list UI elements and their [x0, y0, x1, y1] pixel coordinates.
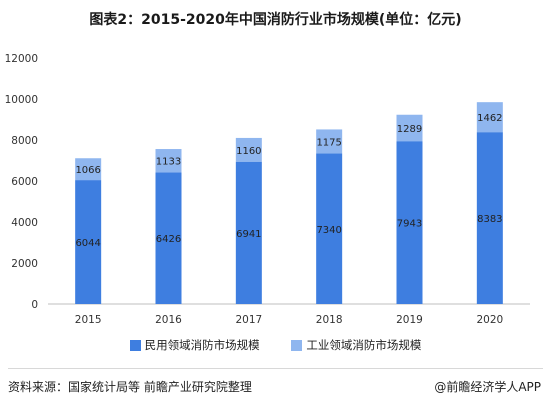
- bar-segment-industrial: [396, 114, 423, 142]
- bar-segment-civil: [396, 141, 423, 304]
- x-axis: 2015 2016 2017 2018 2019 2020: [48, 303, 530, 326]
- bars: 6044 1066 6426 1133 6941 1160 7340 1175 7943 1289…: [75, 102, 503, 304]
- legend-swatch-civil: [129, 339, 141, 351]
- y-tick-label: 4000: [11, 217, 38, 229]
- bar-segment-civil: [316, 153, 343, 304]
- bar-segment-civil: [476, 132, 503, 304]
- y-tick-label: 12000: [5, 53, 38, 65]
- y-tick-label: 10000: [5, 94, 38, 106]
- y-tick-label: 2000: [11, 258, 38, 270]
- source-note: 资料来源：国家统计局等 前瞻产业研究院整理: [8, 380, 252, 394]
- bar-segment-industrial: [316, 129, 343, 154]
- bar-segment-civil: [75, 180, 102, 304]
- data-label-industrial: 1133: [156, 157, 181, 168]
- bar-segment-industrial: [476, 102, 503, 133]
- x-tick-label: 2015: [75, 314, 102, 326]
- bar-segment-industrial: [75, 158, 102, 181]
- data-label-industrial: 1462: [477, 113, 502, 124]
- bar-segment-civil: [235, 161, 262, 304]
- legend-item-industrial: 工业领域消防市场规模: [291, 337, 421, 353]
- data-label-civil: 6044: [75, 238, 100, 249]
- bar-segment-industrial: [155, 149, 182, 173]
- bar-segment-civil: [155, 172, 182, 304]
- y-tick-label: 8000: [11, 135, 38, 147]
- y-axis: 0 2000 4000 6000 8000 10000 12000: [5, 53, 38, 311]
- x-tick-label: 2016: [155, 314, 182, 326]
- legend-label-industrial: 工业领域消防市场规模: [306, 338, 422, 352]
- brand-credit: @前瞻经济学人APP: [434, 380, 541, 394]
- legend-label-civil: 民用领域消防市场规模: [144, 338, 260, 352]
- footer-divider: [8, 368, 543, 369]
- data-label-industrial: 1160: [236, 146, 261, 157]
- x-tick-label: 2017: [235, 314, 262, 326]
- y-tick-label: 6000: [11, 176, 38, 188]
- legend-item-civil: 民用领域消防市场规模: [129, 337, 260, 353]
- bar-segment-industrial: [235, 137, 262, 162]
- data-label-industrial: 1066: [75, 165, 100, 176]
- data-label-civil: 6426: [156, 234, 181, 245]
- y-tick-label: 0: [31, 299, 38, 311]
- legend-swatch-industrial: [291, 339, 303, 351]
- data-label-civil: 8383: [477, 214, 502, 225]
- x-tick-label: 2018: [316, 314, 343, 326]
- data-label-industrial: 1175: [316, 137, 341, 148]
- legend: 民用领域消防市场规模 工业领域消防市场规模: [0, 337, 551, 354]
- data-label-industrial: 1289: [397, 124, 422, 135]
- x-tick-label: 2020: [476, 314, 503, 326]
- data-label-civil: 6941: [236, 229, 261, 240]
- data-label-civil: 7340: [316, 225, 341, 236]
- data-label-civil: 7943: [397, 219, 422, 230]
- x-tick-label: 2019: [396, 314, 423, 326]
- chart-title: 图表2：2015-2020年中国消防行业市场规模(单位：亿元): [89, 12, 462, 28]
